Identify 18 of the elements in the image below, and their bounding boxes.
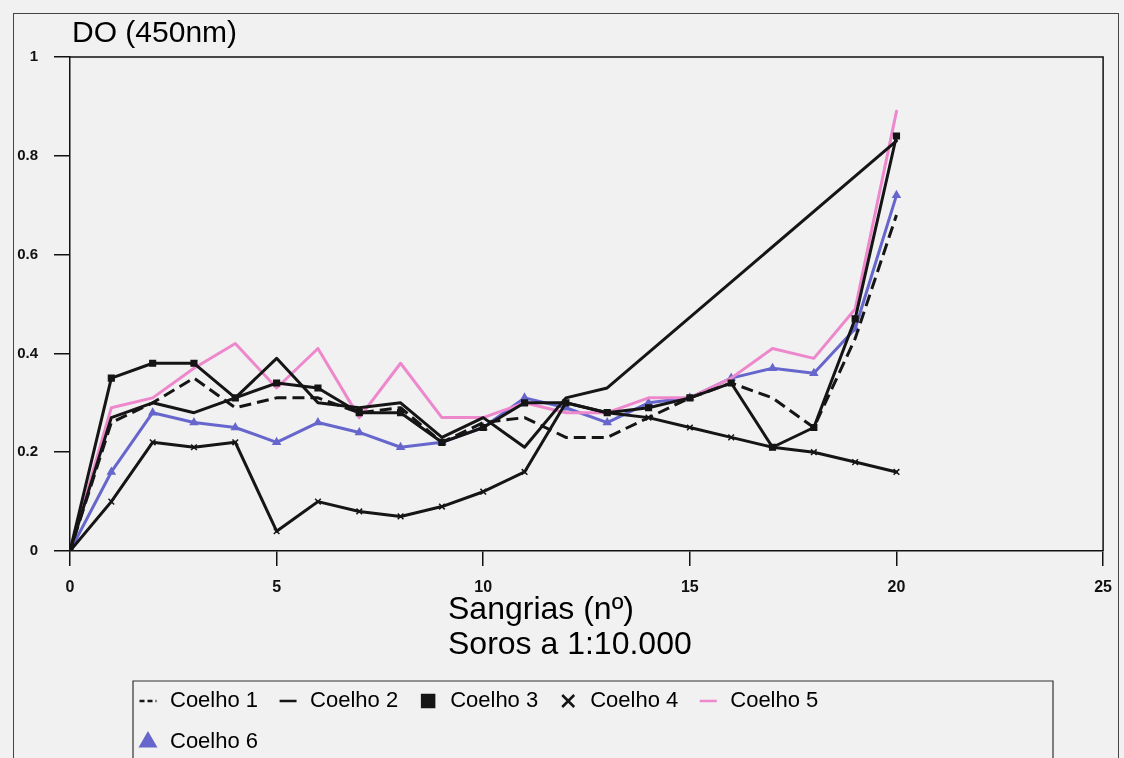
y-tick-label: 0.8 — [17, 145, 38, 163]
x-tick-label: 20 — [887, 578, 906, 596]
y-tick-label: 0.2 — [17, 442, 38, 460]
legend-label: Coelho 4 — [590, 687, 679, 713]
x-tick-label: 25 — [1094, 578, 1113, 596]
legend-label: Coelho 3 — [450, 687, 539, 713]
legend-label: Coelho 1 — [170, 687, 259, 713]
y-tick-label: 0.6 — [17, 244, 38, 262]
y-tick-label: 0 — [29, 541, 38, 559]
legend-label: Coelho 2 — [310, 687, 399, 713]
x-tick-label: 15 — [680, 578, 699, 596]
y-tick-label: 1 — [29, 47, 38, 65]
y-tick-label: 0.4 — [17, 343, 39, 361]
x-tick-label: 0 — [65, 578, 75, 596]
legend-label: Coelho 5 — [730, 687, 819, 713]
legend-label: Coelho 6 — [170, 728, 259, 754]
x-tick-label: 5 — [272, 578, 282, 596]
y-axis-title: DO (450nm) — [72, 15, 238, 49]
